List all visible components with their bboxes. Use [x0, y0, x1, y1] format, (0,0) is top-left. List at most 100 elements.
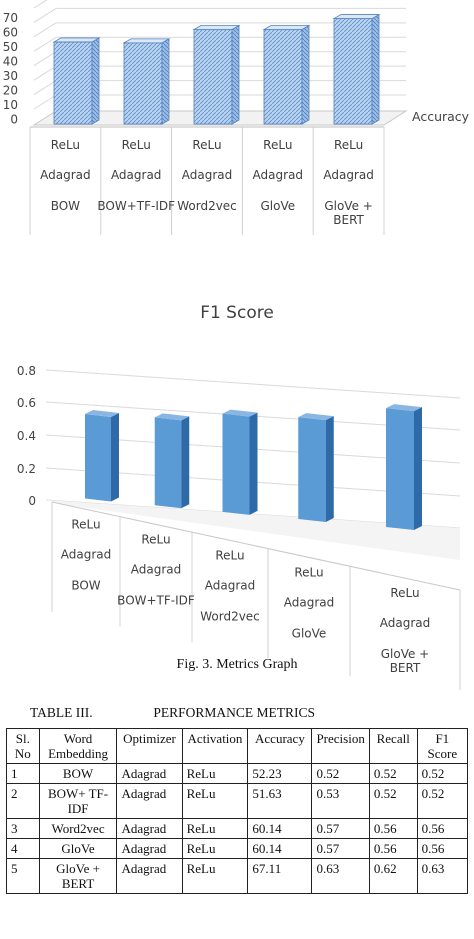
svg-text:Adagrad: Adagrad: [111, 168, 162, 182]
table-cell: 0.56: [416, 818, 469, 839]
svg-text:BOW: BOW: [71, 578, 100, 592]
table-cell: 0.52: [368, 763, 418, 784]
table-cell: 0.63: [311, 858, 370, 894]
table-cell: 0.57: [311, 818, 370, 839]
table-cell: 52.23: [247, 763, 313, 784]
column-header: Precision: [311, 728, 370, 764]
table-cell: 60.14: [247, 838, 313, 859]
svg-text:BERT: BERT: [390, 661, 421, 675]
table-heading: PERFORMANCE METRICS: [153, 705, 316, 720]
table-cell: GloVe: [38, 838, 118, 859]
table-row: 2 BOW+ TF-IDF Adagrad ReLu 51.63 0.53 0.52 0.52: [6, 783, 469, 819]
table-title: TABLE III. PERFORMANCE METRICS: [30, 705, 450, 721]
y-tick-label: 50: [3, 40, 18, 54]
table-row: 5 GloVe + BERT Adagrad ReLu 67.11 0.63 0.62 0.6…: [6, 858, 469, 894]
accuracy-bar: [52, 37, 101, 125]
table-cell: 0.52: [311, 763, 370, 784]
chart-title: F1 Score: [200, 303, 274, 323]
table-row: 3 Word2vec Adagrad ReLu 60.14 0.57 0.56 0.56: [6, 818, 469, 839]
x-category-label: ReLu Adagrad GloVe: [284, 565, 335, 640]
table-cell: Word2vec: [38, 818, 118, 839]
svg-text:ReLu: ReLu: [51, 138, 80, 152]
f1-score-bar: [222, 409, 258, 515]
svg-text:Word2vec: Word2vec: [177, 199, 237, 213]
x-category-label: ReLu Adagrad BOW+TF-IDF: [117, 532, 195, 607]
table-cell: 0.52: [416, 763, 469, 784]
table-cell: 2: [6, 783, 40, 819]
column-header: Activation: [181, 728, 249, 764]
svg-text:GloVe +: GloVe +: [381, 647, 430, 661]
table-cell: 0.56: [416, 838, 469, 859]
f1-score-chart: F1 Score 0.80.60.40.20 ReLuAdagradBOWReL…: [17, 303, 461, 690]
table-cell: BOW+ TF-IDF: [38, 783, 118, 819]
svg-text:ReLu: ReLu: [263, 138, 292, 152]
x-category-label: ReLu Adagrad Word2vec: [177, 138, 237, 213]
table-cell: 3: [6, 818, 40, 839]
table-cell: BOW: [38, 763, 118, 784]
x-category-label: ReLu Adagrad Word2vec: [200, 548, 260, 623]
svg-text:Adagrad: Adagrad: [205, 578, 256, 592]
column-header: Sl. No: [6, 728, 40, 764]
table-cell: Adagrad: [116, 838, 183, 859]
table-row: 4 GloVe Adagrad ReLu 60.14 0.57 0.56 0.56: [6, 838, 469, 859]
table-cell: Adagrad: [116, 858, 183, 894]
y-tick-label: 70: [3, 11, 18, 25]
y-tick-label: 0.4: [17, 429, 36, 443]
table-cell: 5: [6, 858, 40, 894]
table-cell: 67.11: [247, 858, 313, 894]
legend-accuracy: Accuracy: [412, 109, 470, 124]
y-tick-label: 0.2: [17, 462, 36, 476]
table-cell: Adagrad: [116, 783, 183, 819]
svg-text:ReLu: ReLu: [294, 565, 323, 579]
y-tick-label: 0.8: [17, 364, 36, 378]
svg-text:GloVe +: GloVe +: [324, 199, 373, 213]
accuracy-bar: [332, 13, 381, 125]
column-header: Recall: [368, 728, 418, 764]
table-cell: 0.52: [368, 783, 418, 819]
y-tick-label: 20: [3, 84, 18, 98]
table-cell: 0.56: [368, 838, 418, 859]
svg-text:BOW+TF-IDF: BOW+TF-IDF: [97, 199, 175, 213]
table-cell: 60.14: [247, 818, 313, 839]
svg-text:ReLu: ReLu: [122, 138, 151, 152]
svg-text:ReLu: ReLu: [334, 138, 363, 152]
table-cell: 51.63: [247, 783, 313, 819]
svg-text:ReLu: ReLu: [390, 586, 419, 600]
table-cell: ReLu: [181, 818, 249, 839]
y-tick-label: 40: [3, 55, 18, 69]
table-cell: ReLu: [181, 838, 249, 859]
f1-score-bar: [85, 410, 119, 502]
table-cell: 0.52: [416, 783, 469, 819]
table-cell: 0.62: [368, 858, 418, 894]
svg-text:Adagrad: Adagrad: [380, 616, 431, 630]
performance-metrics-table: Sl. No Word Embedding Optimizer Activation A…: [6, 728, 469, 894]
y-tick-label: 0.6: [17, 396, 36, 410]
x-category-label: ReLu Adagrad BOW+TF-IDF: [97, 138, 175, 213]
table-row: 1 BOW Adagrad ReLu 52.23 0.52 0.52 0.52: [6, 763, 469, 784]
accuracy-bar: [192, 24, 241, 125]
table-number: TABLE III.: [30, 705, 93, 720]
table-cell: 0.63: [416, 858, 469, 894]
svg-text:Word2vec: Word2vec: [200, 609, 260, 623]
column-header: Word Embedding: [38, 728, 118, 764]
column-header: F1 Score: [416, 728, 469, 764]
x-category-label: ReLu Adagrad BOW: [40, 138, 91, 213]
svg-text:Adagrad: Adagrad: [323, 168, 374, 182]
svg-text:Adagrad: Adagrad: [284, 595, 335, 609]
svg-text:GloVe: GloVe: [292, 626, 327, 640]
svg-text:BOW+TF-IDF: BOW+TF-IDF: [117, 593, 195, 607]
svg-text:Adagrad: Adagrad: [40, 168, 91, 182]
column-header: Accuracy: [247, 728, 313, 764]
x-category-label: ReLu Adagrad BOW: [61, 517, 112, 592]
y-tick-label: 0: [10, 113, 18, 127]
svg-text:BOW: BOW: [51, 199, 80, 213]
accuracy-bar: [122, 38, 171, 125]
column-header: Optimizer: [116, 728, 183, 764]
table-cell: ReLu: [181, 858, 249, 894]
svg-text:BERT: BERT: [333, 213, 364, 227]
svg-text:Adagrad: Adagrad: [253, 168, 304, 182]
table-cell: ReLu: [181, 783, 249, 819]
y-tick-label: 60: [3, 26, 18, 40]
svg-text:GloVe: GloVe: [260, 199, 295, 213]
